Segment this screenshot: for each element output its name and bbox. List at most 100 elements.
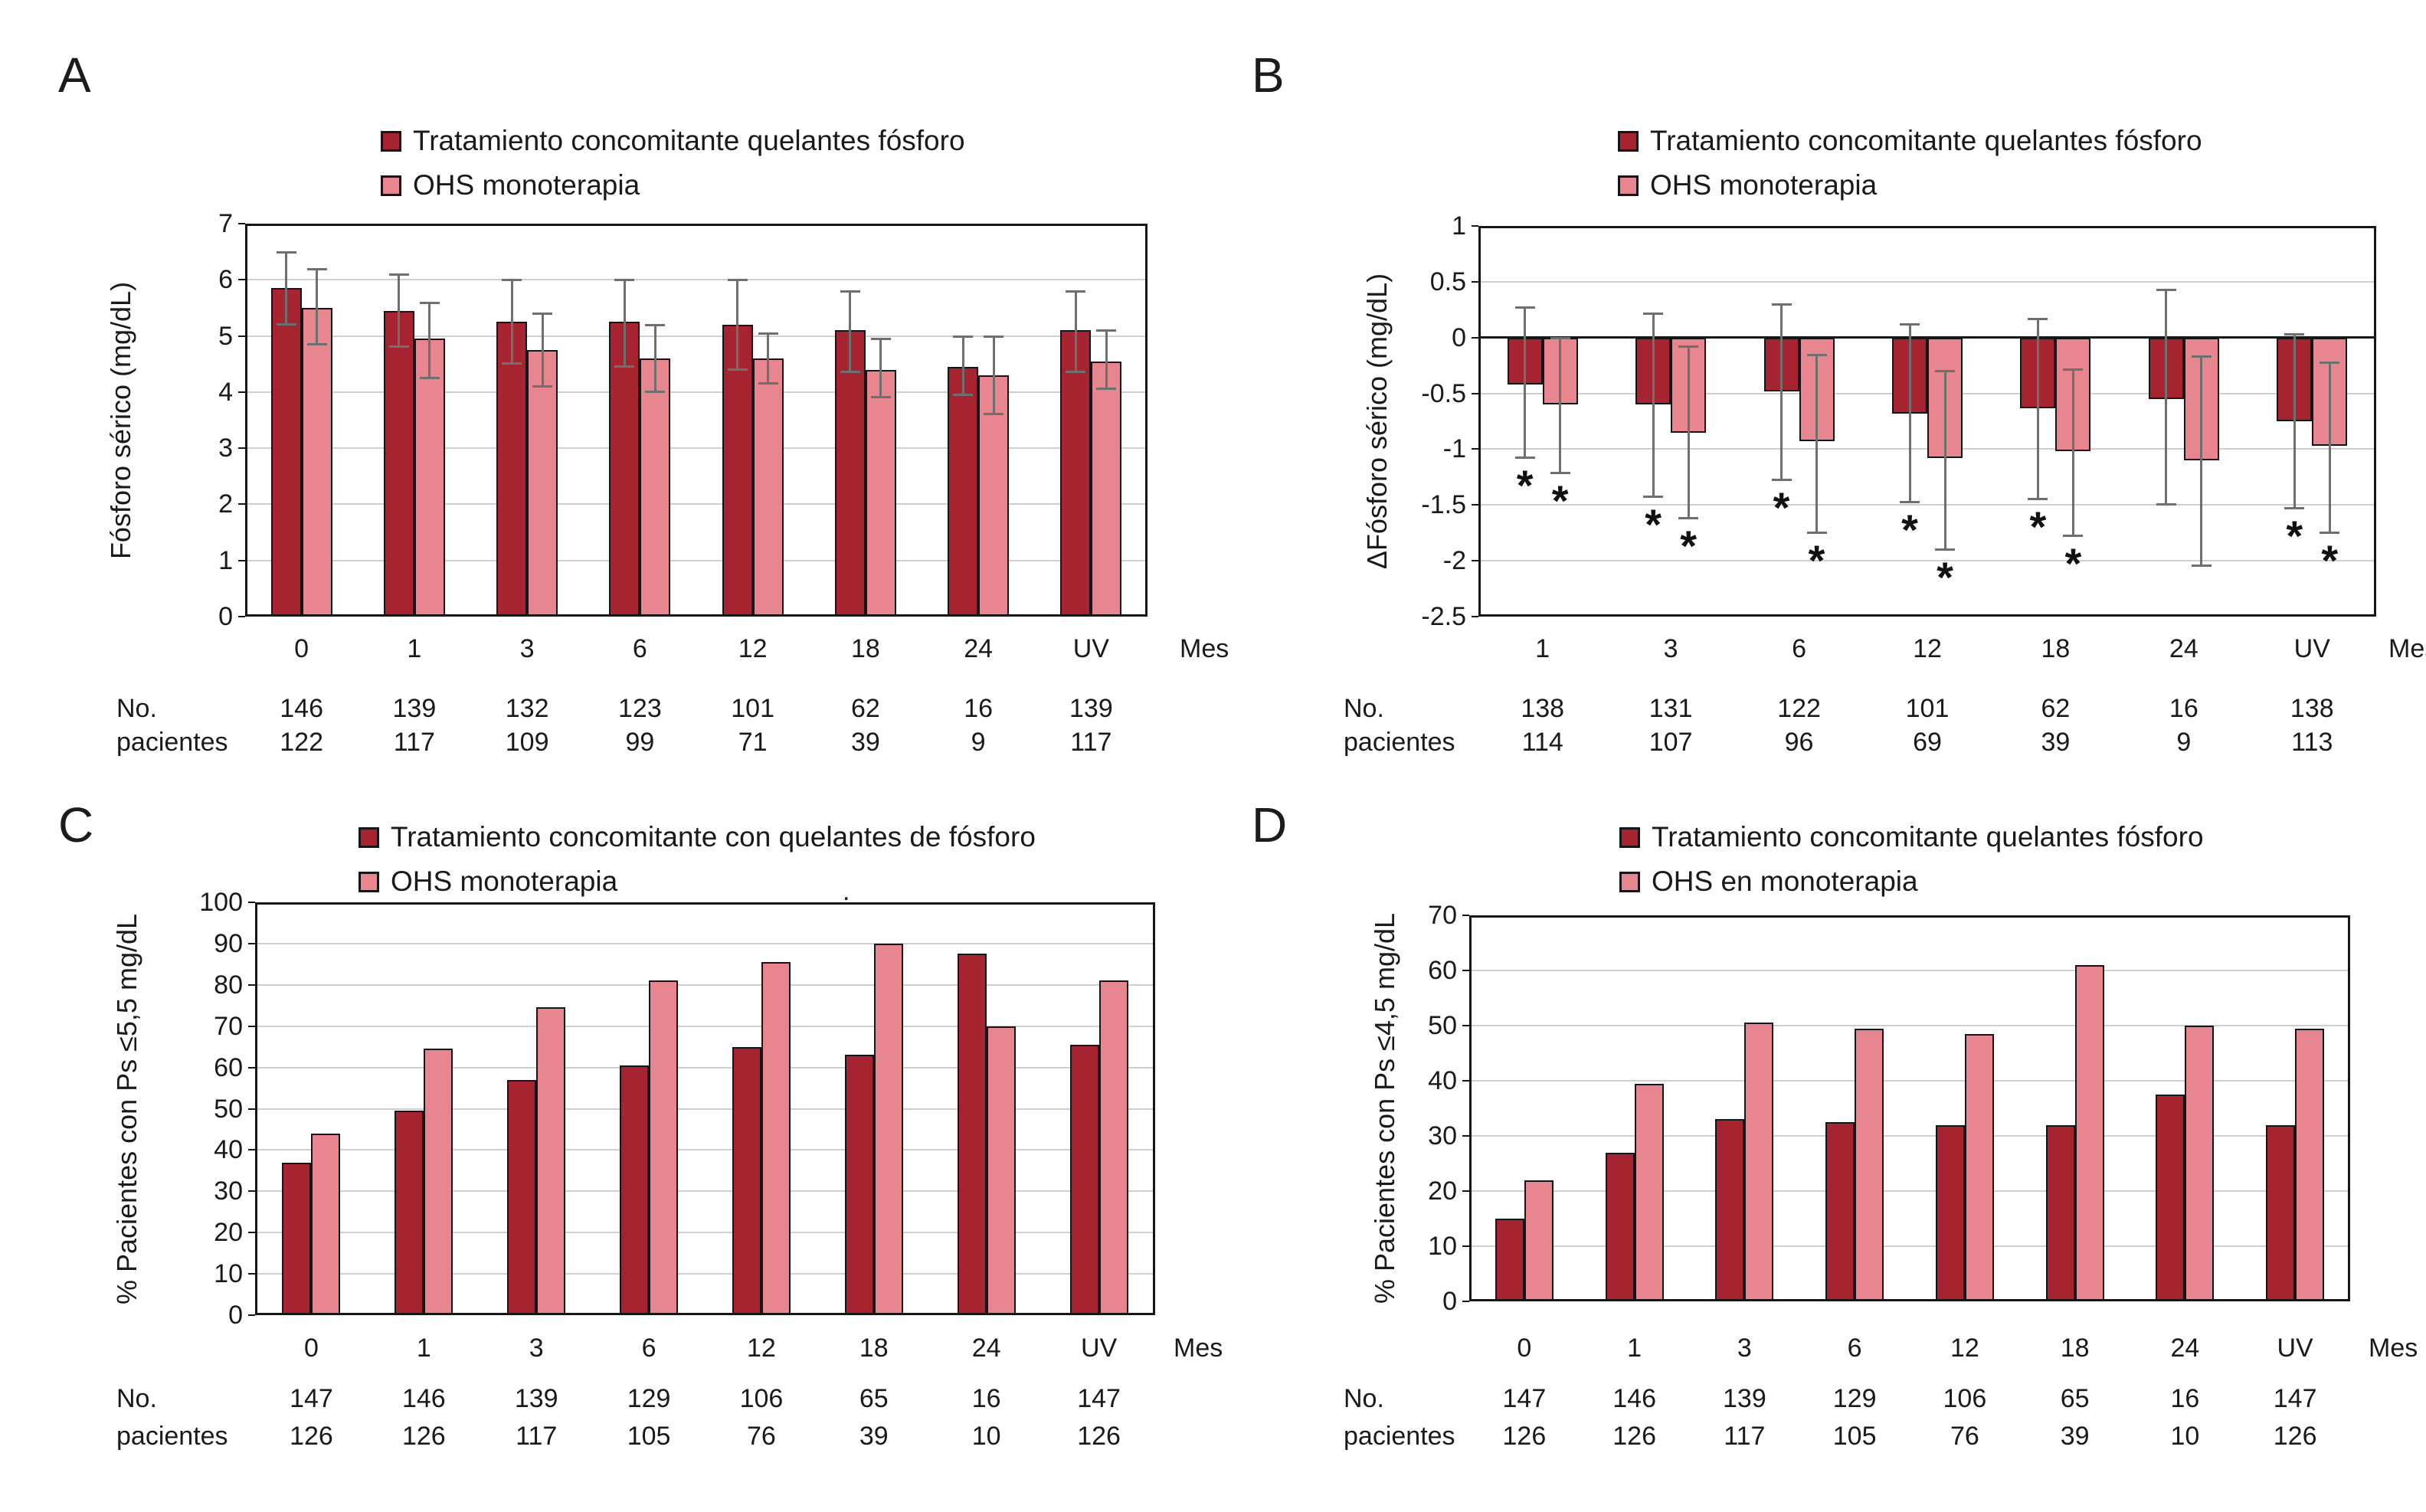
n-patients-value: 126 (401, 1422, 446, 1451)
sig-asterisk: * (1680, 521, 1698, 570)
legend-label: OHS monoterapia (413, 169, 640, 201)
n-patients-value: 146 (401, 1384, 446, 1413)
error-bar-cap-bottom (2063, 535, 2084, 538)
legend-label: Tratamiento concomitante quelantes fósfo… (1650, 125, 2202, 156)
error-bar-cap-bottom (532, 385, 553, 388)
error-bar (1908, 324, 1911, 503)
n-patients-value: 117 (393, 728, 435, 757)
bar-light-series (649, 980, 679, 1315)
error-bar (2328, 362, 2331, 533)
error-bar-cap-top (1806, 353, 1827, 356)
legend-item: Tratamiento concomitante quelantes fósfo… (1619, 821, 2204, 853)
x-tick-label: 6 (1792, 634, 1807, 663)
error-bar (2200, 356, 2203, 567)
legend-swatch-light-series (381, 175, 401, 196)
x-tick-label: 1 (1535, 634, 1550, 663)
n-patients-value: 106 (1943, 1384, 1987, 1413)
error-bar-cap-top (2028, 317, 2048, 320)
error-bar-cap-top (2320, 361, 2340, 364)
n-patients-value: 122 (1777, 694, 1821, 723)
bar-dark-series (383, 310, 414, 617)
error-bar (1687, 346, 1690, 519)
error-bar-cap-top (2063, 368, 2084, 371)
n-row-label: No. (1344, 1384, 1384, 1413)
n-patients-value: 139 (1069, 694, 1113, 723)
error-bar-cap-top (1678, 345, 1699, 349)
error-bar (428, 302, 431, 378)
gridline (245, 503, 1148, 506)
error-bar-cap-bottom (614, 365, 635, 368)
n-patients-value: 139 (514, 1384, 558, 1413)
n-patients-value: 126 (290, 1422, 333, 1451)
error-bar (653, 324, 656, 392)
legend-item: Tratamiento concomitante quelantes fósfo… (1618, 125, 2202, 157)
y-tick-label: 40 (1428, 1066, 1457, 1095)
gridline (1469, 1025, 2350, 1026)
error-bar-cap-bottom (1550, 472, 1570, 475)
y-tick-mark (1472, 560, 1478, 562)
n-patients-value: 99 (625, 728, 655, 757)
gridline (1469, 1135, 2350, 1137)
sig-asterisk: * (2321, 535, 2339, 584)
y-tick-label: 30 (214, 1177, 243, 1206)
error-bar-cap-top (1066, 290, 1086, 293)
n-patients-value: 16 (971, 1384, 1001, 1413)
sig-asterisk: * (1773, 483, 1790, 532)
plot-area (245, 224, 1148, 617)
y-tick-mark (238, 391, 245, 393)
bar-dark-series (844, 1055, 874, 1315)
n-patients-value: 10 (971, 1422, 1001, 1451)
error-bar (1652, 313, 1655, 498)
x-tick-label: 24 (2169, 634, 2198, 663)
sig-asterisk: * (2029, 502, 2047, 551)
bar-dark-series (395, 1111, 424, 1315)
bar-light-series (424, 1049, 453, 1315)
error-bar (285, 251, 288, 325)
y-tick-mark (1462, 1025, 1469, 1026)
y-tick-label: -2 (1442, 546, 1466, 576)
error-bar-cap-top (419, 301, 440, 304)
n-patients-value: 62 (2041, 694, 2071, 723)
y-tick-label: 70 (1428, 901, 1457, 930)
bar-light-series (873, 943, 903, 1315)
n-patients-value: 114 (1521, 728, 1563, 757)
x-tick-label: 18 (2041, 634, 2071, 663)
error-bar-cap-bottom (727, 368, 748, 371)
error-bar (992, 335, 995, 415)
error-bar-cap-bottom (1678, 516, 1699, 519)
y-tick-label: 0 (218, 602, 233, 631)
bar-light-series (536, 1007, 566, 1315)
error-bar-cap-bottom (419, 376, 440, 379)
bar-light-series (2055, 337, 2091, 452)
sig-asterisk: * (1937, 552, 1953, 601)
x-tick-label: UV (1080, 1334, 1118, 1363)
n-row-label: pacientes (116, 728, 228, 757)
error-bar (2165, 290, 2168, 506)
y-tick-mark (238, 559, 245, 561)
bar-dark-series (1060, 330, 1092, 617)
n-patients-value: 126 (1502, 1422, 1547, 1451)
legend-swatch-light-series (1618, 175, 1639, 196)
x-tick-label: 3 (1737, 1334, 1752, 1363)
bar-light-series (1744, 1023, 1774, 1301)
n-patients-value: 126 (1612, 1422, 1656, 1451)
n-patients-value: 16 (2170, 1384, 2200, 1413)
x-tick-label: 18 (859, 1334, 889, 1363)
y-tick-mark (1462, 915, 1469, 916)
legend-label: Tratamiento concomitante quelantes fósfo… (1652, 821, 2204, 853)
legend-swatch-dark-series (1618, 130, 1639, 152)
bar-dark-series (1069, 1044, 1099, 1315)
error-bar (623, 280, 626, 367)
y-tick-mark (248, 983, 255, 986)
gridline (255, 1232, 1155, 1234)
y-tick-mark (1472, 616, 1478, 617)
error-bar (767, 332, 770, 384)
y-tick-label: 0 (1442, 1287, 1457, 1316)
y-tick-label: 60 (214, 1052, 243, 1082)
y-axis-title: Fósforo sérico (mg/dL) (105, 281, 136, 559)
n-patients-value: 16 (964, 694, 994, 723)
y-tick-label: 1 (1452, 211, 1466, 241)
error-bar-cap-bottom (2028, 498, 2048, 500)
x-tick-label: UV (1072, 634, 1109, 663)
n-patients-value: 109 (505, 728, 549, 757)
